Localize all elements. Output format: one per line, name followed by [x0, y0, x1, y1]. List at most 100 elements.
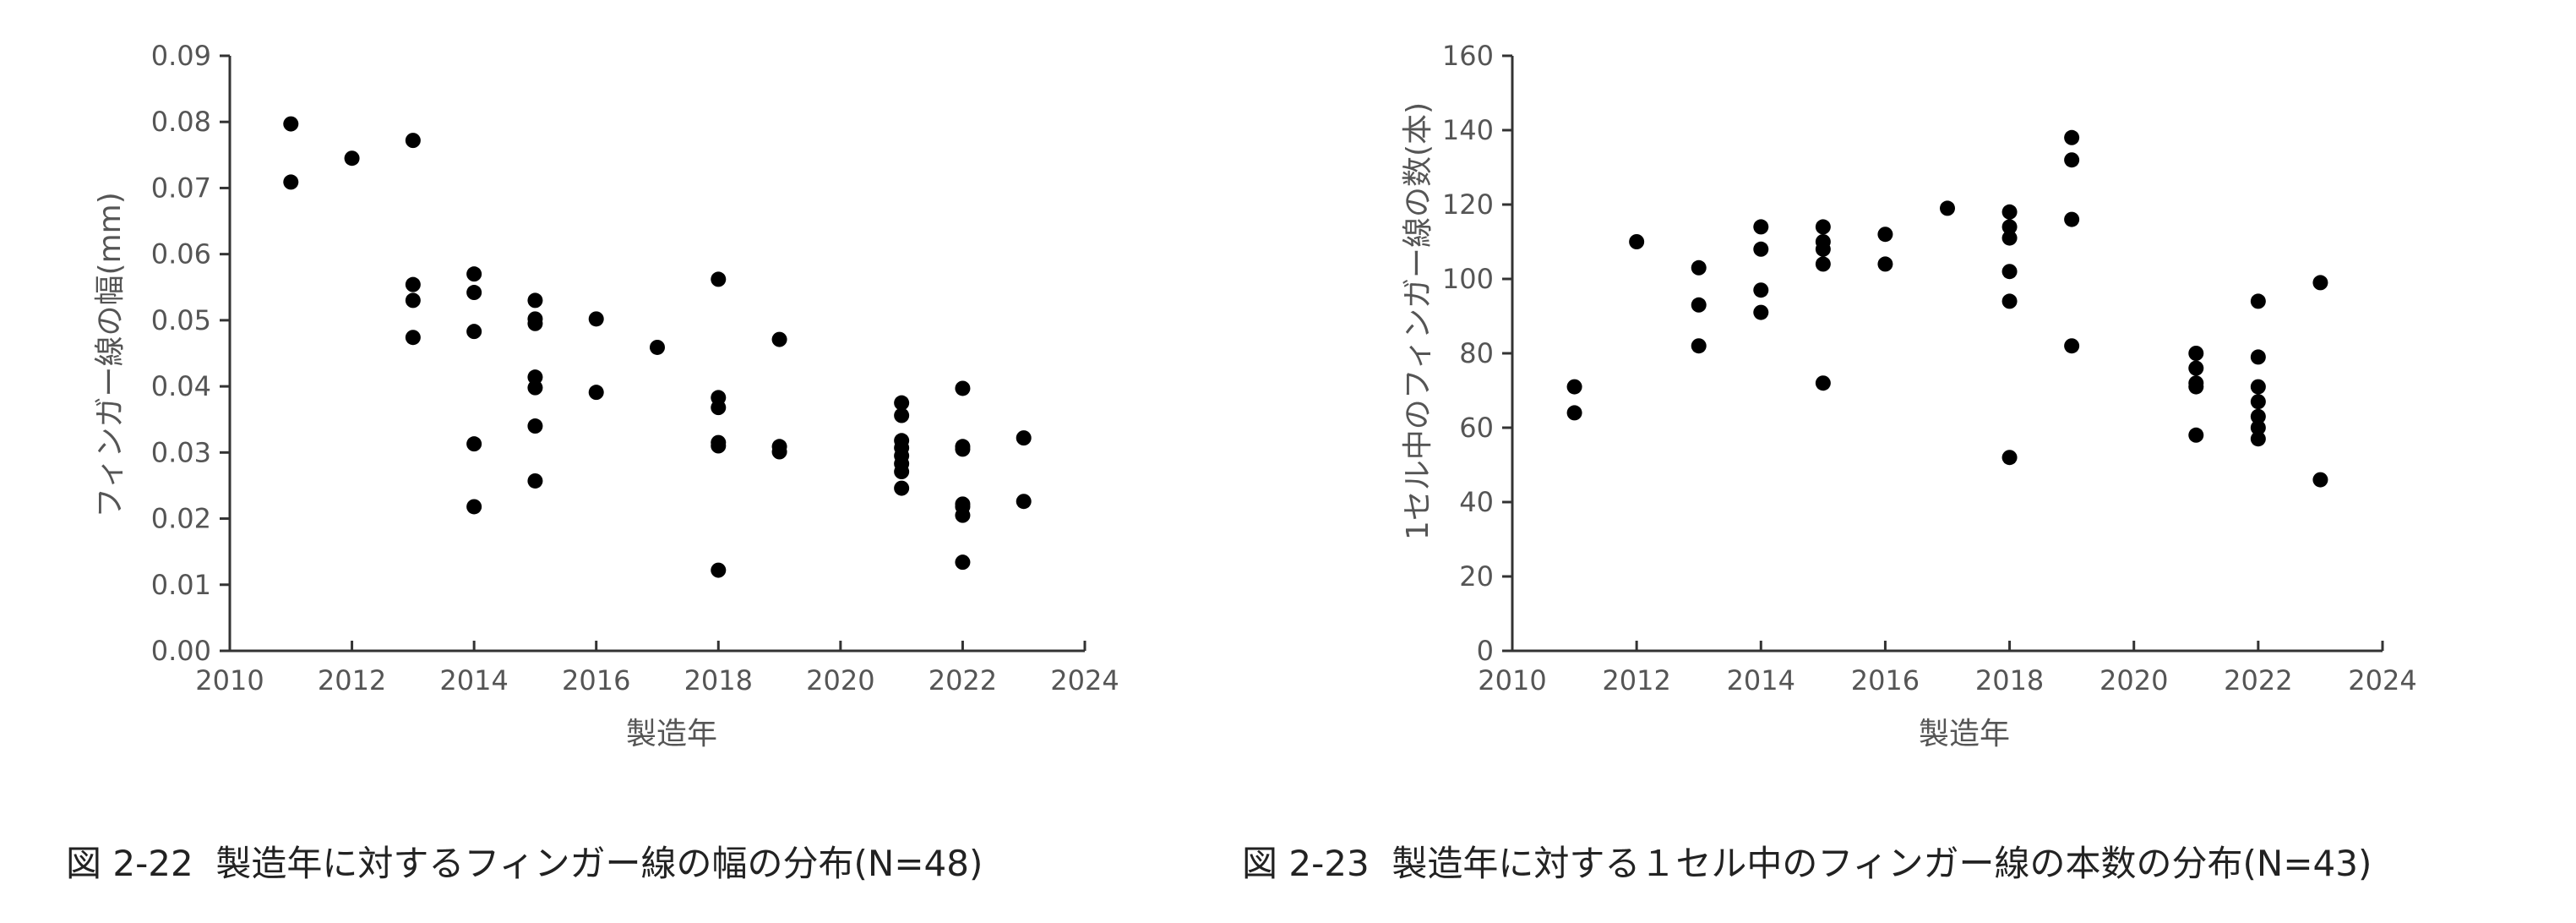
count-data-point: [2188, 346, 2204, 361]
width-scatter-chart: 2010 2012 2014 2016 2018 2020 2022 2024 0.000.0…: [66, 40, 1119, 884]
count-data-point: [2250, 293, 2266, 309]
width-y-tick-label: 0.03: [151, 436, 211, 468]
count-y-tick-label: 80: [1459, 337, 1494, 369]
width-axes: [220, 54, 1086, 653]
width-y-tick-label: 0.05: [151, 304, 211, 336]
count-x-tick-label: 2020: [2099, 664, 2168, 696]
count-figure-caption: 図 2-23 製造年に対する１セル中のフィンガー線の本数の分布(N=43): [1242, 843, 2372, 884]
count-data-point: [1753, 304, 1769, 320]
width-data-point: [405, 276, 421, 292]
width-data-point: [466, 324, 482, 340]
width-data-point: [955, 554, 971, 571]
count-x-tick-label: 2024: [2348, 664, 2416, 696]
count-data-point: [1940, 200, 1955, 216]
width-x-tick-label: 2018: [684, 664, 753, 696]
count-y-tick-label: 40: [1459, 486, 1494, 518]
count-data-point: [1691, 259, 1707, 276]
width-data-point: [894, 464, 910, 480]
count-data-point: [1753, 241, 1769, 257]
count-x-tick-labels: 2010 2012 2014 2016 2018 2020 2022 2024: [1478, 664, 2416, 696]
width-data-point: [527, 315, 543, 331]
width-data-point: [283, 174, 299, 190]
width-data-point: [650, 339, 665, 355]
count-data-point: [2250, 431, 2266, 447]
width-x-tick-label: 2016: [562, 664, 630, 696]
count-data-point: [2001, 219, 2018, 235]
width-y-tick-label: 0.06: [151, 238, 211, 270]
width-data-point: [588, 385, 604, 401]
width-data-point: [711, 271, 727, 287]
count-data-point: [2001, 293, 2018, 309]
count-data-point: [2064, 338, 2080, 354]
width-scatter-points: [283, 116, 1032, 578]
count-data-point: [1629, 234, 1645, 249]
count-data-point: [1691, 338, 1707, 354]
width-data-point: [711, 400, 727, 416]
width-data-point: [466, 436, 482, 452]
width-x-tick-label: 2020: [806, 664, 874, 696]
width-data-point: [1016, 494, 1032, 510]
width-x-tick-label: 2014: [439, 664, 508, 696]
count-x-tick-label: 2010: [1478, 664, 1546, 696]
count-data-point: [1815, 219, 1831, 235]
width-y-tick-labels: 0.00 0.01 0.02 0.03 0.04 0.05 0.06 0.07 0.08 0.09: [151, 40, 211, 667]
count-data-point: [2250, 420, 2266, 435]
count-x-tick-label: 2012: [1602, 664, 1670, 696]
width-data-point: [405, 330, 421, 346]
width-y-tick-label: 0.04: [151, 370, 211, 402]
width-data-point: [1016, 430, 1032, 446]
width-data-point: [466, 499, 482, 515]
count-data-point: [2001, 204, 2018, 220]
count-y-tick-labels: 0 20 40 60 80 100 120 140 160: [1442, 40, 1494, 667]
count-data-point: [2250, 394, 2266, 410]
count-data-point: [2001, 450, 2018, 466]
width-x-axis-title: 製造年: [626, 717, 717, 751]
count-data-point: [2250, 379, 2266, 395]
count-scatter-chart: 2010 2012 2014 2016 2018 2020 2022 2024 0 20 40 60…: [1242, 40, 2417, 884]
width-data-point: [711, 438, 727, 454]
count-data-point: [2188, 360, 2204, 376]
width-data-point: [588, 311, 604, 327]
width-data-point: [283, 116, 299, 132]
count-scatter-points: [1566, 129, 2328, 488]
width-data-point: [527, 369, 543, 385]
count-data-point: [2312, 472, 2328, 488]
count-data-point: [2312, 275, 2328, 291]
count-data-point: [2188, 427, 2204, 443]
width-x-tick-label: 2010: [195, 664, 264, 696]
width-x-tick-label: 2012: [318, 664, 386, 696]
width-data-point: [527, 380, 543, 396]
count-x-tick-label: 2018: [1975, 664, 2044, 696]
count-y-tick-label: 140: [1442, 114, 1494, 146]
width-data-point: [527, 418, 543, 434]
count-x-tick-label: 2022: [2224, 664, 2292, 696]
width-y-axis-title: フィンガー線の幅(mm): [93, 192, 128, 518]
width-y-tick-label: 0.02: [151, 503, 211, 535]
count-axes: [1502, 54, 2384, 653]
count-x-tick-label: 2014: [1727, 664, 1795, 696]
count-y-tick-label: 60: [1459, 412, 1494, 444]
width-y-tick-label: 0.09: [151, 40, 211, 72]
width-data-point: [405, 292, 421, 309]
count-data-point: [2001, 264, 2018, 280]
count-data-point: [1815, 241, 1831, 257]
count-y-tick-label: 160: [1442, 40, 1494, 72]
count-data-point: [1877, 256, 1893, 272]
count-data-point: [1753, 219, 1769, 235]
width-x-tick-label: 2022: [929, 664, 997, 696]
count-data-point: [2064, 129, 2080, 145]
count-y-tick-label: 100: [1442, 263, 1494, 295]
width-x-tick-label: 2024: [1050, 664, 1119, 696]
width-x-tick-labels: 2010 2012 2014 2016 2018 2020 2022 2024: [195, 664, 1119, 696]
width-figure-caption: 図 2-22 製造年に対するフィンガー線の幅の分布(N=48): [66, 843, 983, 884]
width-data-point: [527, 292, 543, 309]
width-data-point: [711, 562, 727, 578]
width-data-point: [894, 395, 910, 411]
width-data-point: [466, 285, 482, 301]
count-x-tick-label: 2016: [1851, 664, 1920, 696]
width-data-point: [771, 444, 787, 460]
width-data-point: [955, 507, 971, 523]
width-data-point: [894, 407, 910, 423]
count-data-point: [1877, 227, 1893, 243]
count-data-point: [2188, 379, 2204, 395]
